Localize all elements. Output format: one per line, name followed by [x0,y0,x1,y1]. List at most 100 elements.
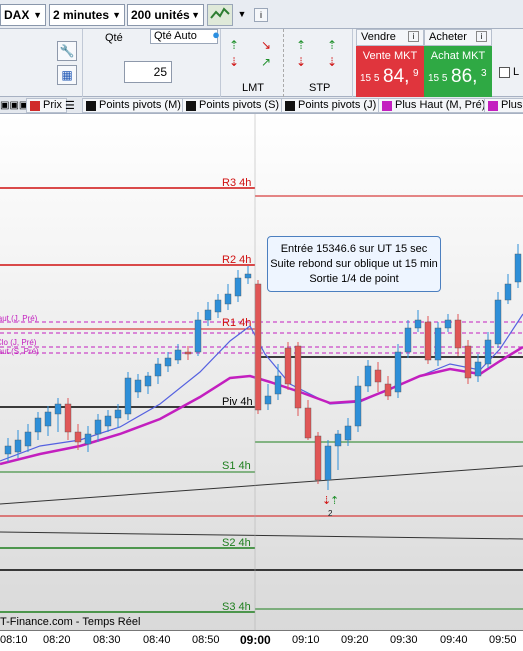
tab-icon-a[interactable]: ▣ [0,100,10,111]
tab-label: Points pivots (M) [99,99,181,111]
candle-body [464,345,472,379]
tab-icon-c[interactable]: ▣ [18,100,29,111]
candle-body [4,445,12,455]
candle-body [514,253,522,283]
candle-body [374,369,382,383]
candle-body [184,351,192,355]
order-panel: 🔧 ▦ Qté Qté Auto ● 25 ⇡ ⇣ ↘ ↗ LMT ⇡ ⇣ ⇡ … [0,28,523,97]
chart-canvas[interactable]: ⇣ ⇡ 2 R3 4h R2 4h R1 4h Piv 4h S1 4h S2 … [0,114,523,634]
divider [283,29,284,97]
candle-body [424,321,432,361]
qty-input[interactable]: 25 [124,61,172,83]
chart-style-button[interactable] [207,4,233,26]
candle-body [434,327,442,361]
candle-body [494,299,502,345]
candle-body [64,403,72,433]
candle-body [324,445,332,481]
trade-note-line1: Entrée 15346.6 sur UT 15 sec [280,243,428,255]
buy-price-prefix: 15 5 [428,73,448,84]
units-select[interactable]: 200 unités ▼ [127,4,204,26]
candle-body [174,349,182,361]
buy-market-button[interactable]: Achat MKT 15 5 86, 3 [424,46,492,97]
trade-marker-count: 2 [328,509,333,518]
qty-label: Qté [105,32,123,44]
qty-auto-button[interactable]: Qté Auto ● [150,28,220,44]
tab-prix[interactable]: Prix [26,98,67,113]
candle-body [414,319,422,329]
time-label: 09:00 [240,633,271,647]
tab-icon-b[interactable]: ▣ [9,100,19,111]
trade-annotation[interactable]: Entrée 15346.6 sur UT 15 sec Suite rebon… [267,236,441,292]
candle-body [74,431,82,443]
sell-marker-icon: ⇣ [322,494,331,507]
sell-limit-down-arrow-icon[interactable]: ⇣ [228,55,240,69]
candle-body [44,411,52,427]
candle-body [444,319,452,329]
list-icon[interactable]: ☰ [65,100,75,112]
chevron-down-icon: ▼ [112,10,121,20]
sell-stop-icon[interactable]: ⇣ [295,55,307,69]
color-swatch [186,101,196,111]
candle-body [384,383,392,397]
info-icon[interactable]: i [254,8,268,22]
trade-note-line3: Sortie 1/4 de point [309,273,399,285]
sell-limit-icon[interactable]: ↘ [260,38,272,52]
units-value: 200 unités [131,8,190,22]
s3-label: S3 4h [222,601,251,613]
instrument-select[interactable]: DAX ▼ [0,4,46,26]
candle-body [304,407,312,439]
tab-label: Plus Haut (M, Pré) [395,99,486,111]
tab-label: Points pivots (S) [199,99,280,111]
wrench-icon[interactable]: 🔧 [57,41,77,61]
tab-pivots-j[interactable]: Points pivots (J) [281,98,382,113]
tab-pivots-s[interactable]: Points pivots (S) [182,98,285,113]
candle-body [54,403,62,415]
lmt-label: LMT [242,82,264,94]
sell-header-label: Vendre [361,31,396,43]
checkbox[interactable] [499,67,510,78]
color-swatch [488,101,498,111]
pivot-label: Piv 4h [222,396,253,408]
candle-body [194,319,202,353]
timeframe-select[interactable]: 2 minutes ▼ [49,4,125,26]
sell-price-sup: 9 [413,68,419,79]
buy-stop-icon[interactable]: ⇡ [295,38,307,52]
time-label: 08:10 [0,634,28,646]
candle-body [394,351,402,393]
candle-body [454,319,462,349]
candle-body [354,385,362,427]
time-label: 09:10 [292,634,320,646]
info-icon[interactable]: i [476,31,487,42]
time-label: 08:50 [192,634,220,646]
tab-plus-haut[interactable]: Plus Haut (M, Pré) [378,98,491,113]
sell-stop-alt-icon[interactable]: ⇣ [326,55,338,69]
checkbox-label: L [513,66,520,78]
candle-body [334,433,342,447]
r3-label: R3 4h [222,177,251,189]
indicator-tabs-bar: ▣▣▣ Prix ☰ Points pivots (M) Points pivo… [0,97,523,114]
info-icon[interactable]: i [408,31,419,42]
chart-style-dropdown[interactable]: ▼ [237,9,247,19]
divider [220,29,221,97]
candle-body [124,377,132,415]
qty-auto-label: Qté Auto [154,30,197,42]
candle-body [404,327,412,353]
time-label: 08:20 [43,634,71,646]
tab-plus[interactable]: Plus [484,98,523,113]
candle-body [164,357,172,367]
buy-limit-up-arrow-icon[interactable]: ⇡ [228,38,240,52]
candle-body [34,417,42,433]
r2-label: R2 4h [222,254,251,266]
trade-note-line2: Suite rebond sur oblique ut 15 min [270,258,438,270]
sell-market-button[interactable]: Vente MKT 15 5 84, 9 [356,46,424,97]
price-chart[interactable]: ⇣ ⇡ 2 R3 4h R2 4h R1 4h Piv 4h S1 4h S2 … [0,114,523,634]
tab-label: Points pivots (J) [298,99,377,111]
timeframe-value: 2 minutes [53,8,110,22]
keypad-icon[interactable]: ▦ [57,65,77,85]
stp-label: STP [309,82,331,94]
candle-body [234,277,242,297]
buy-stop-alt-icon[interactable]: ⇡ [326,38,338,52]
tab-pivots-m[interactable]: Points pivots (M) [82,98,186,113]
buy-limit-icon[interactable]: ↗ [260,55,272,69]
candle-body [214,299,222,313]
